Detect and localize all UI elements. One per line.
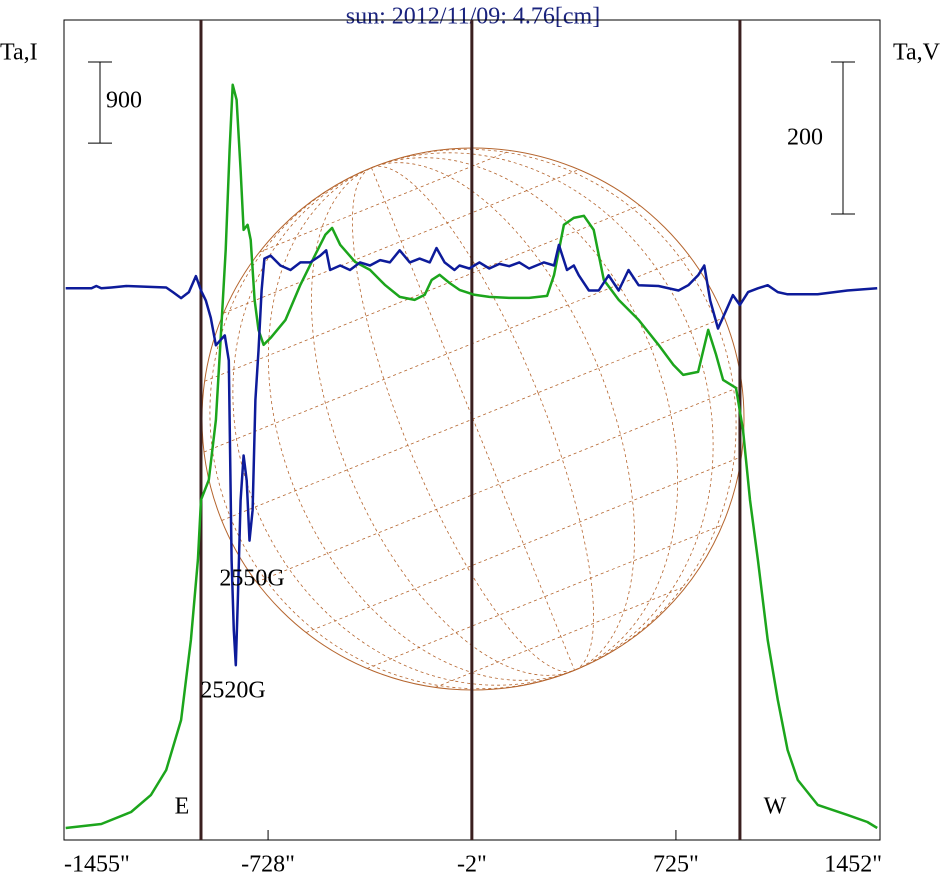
- annotation: 2520G: [200, 678, 265, 704]
- y2-axis-label: Ta,V: [893, 40, 941, 66]
- parallel: [204, 205, 640, 382]
- parallel: [366, 524, 723, 669]
- parallel: [256, 385, 743, 583]
- series-line: [65, 243, 878, 667]
- annotation: W: [764, 794, 787, 820]
- y-axis-label: Ta,I: [0, 40, 38, 66]
- x-tick-label: -1455": [64, 852, 130, 878]
- x-tick-label: -728": [241, 852, 295, 878]
- x-tick-label: -2": [457, 852, 487, 878]
- scale-bar-label: 200: [787, 125, 823, 151]
- graticule: [203, 148, 743, 690]
- x-tick-label: 1452": [824, 852, 882, 878]
- annotation: 2550G: [219, 566, 284, 592]
- scale-bar-label: 900: [106, 88, 142, 114]
- series-line: [65, 83, 878, 830]
- parallel: [306, 456, 742, 633]
- annotation: E: [175, 794, 190, 820]
- x-tick-label: 725": [653, 852, 699, 878]
- parallel: [223, 169, 580, 314]
